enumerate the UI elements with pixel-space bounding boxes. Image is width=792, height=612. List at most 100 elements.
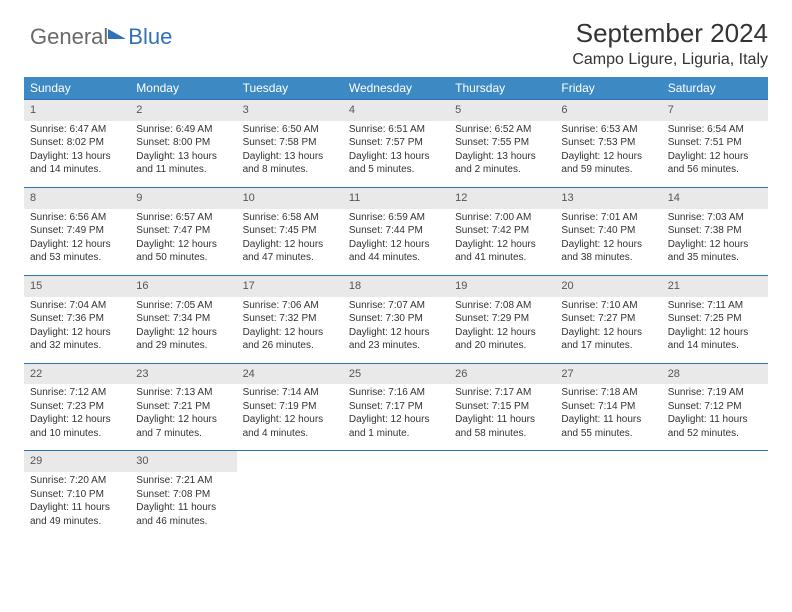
day-number: 5: [449, 100, 555, 121]
day-number: 8: [24, 188, 130, 209]
calendar-row: 8Sunrise: 6:56 AMSunset: 7:49 PMDaylight…: [24, 187, 768, 275]
weekday-tuesday: Tuesday: [237, 77, 343, 100]
calendar-cell: 22Sunrise: 7:12 AMSunset: 7:23 PMDayligh…: [24, 363, 130, 451]
sunrise-line: Sunrise: 7:06 AM: [243, 299, 337, 313]
day-number: 13: [555, 188, 661, 209]
logo: General Blue: [24, 18, 172, 50]
day-number: 20: [555, 276, 661, 297]
day-details: Sunrise: 6:51 AMSunset: 7:57 PMDaylight:…: [343, 121, 449, 187]
weekday-header-row: Sunday Monday Tuesday Wednesday Thursday…: [24, 77, 768, 100]
sunrise-line: Sunrise: 7:13 AM: [136, 386, 230, 400]
day-number: 18: [343, 276, 449, 297]
sunset-line: Sunset: 7:12 PM: [668, 400, 762, 414]
day-details: Sunrise: 6:57 AMSunset: 7:47 PMDaylight:…: [130, 209, 236, 275]
calendar-cell: 12Sunrise: 7:00 AMSunset: 7:42 PMDayligh…: [449, 187, 555, 275]
daylight-line: Daylight: 12 hours and 35 minutes.: [668, 238, 762, 265]
day-details: Sunrise: 7:07 AMSunset: 7:30 PMDaylight:…: [343, 297, 449, 363]
sunset-line: Sunset: 7:57 PM: [349, 136, 443, 150]
sunrise-line: Sunrise: 6:59 AM: [349, 211, 443, 225]
sunset-line: Sunset: 7:40 PM: [561, 224, 655, 238]
day-number: 10: [237, 188, 343, 209]
sunset-line: Sunset: 7:58 PM: [243, 136, 337, 150]
logo-text-general: General: [30, 24, 108, 50]
sunrise-line: Sunrise: 7:01 AM: [561, 211, 655, 225]
calendar-cell: 9Sunrise: 6:57 AMSunset: 7:47 PMDaylight…: [130, 187, 236, 275]
sunrise-line: Sunrise: 7:05 AM: [136, 299, 230, 313]
logo-text-blue: Blue: [128, 24, 172, 50]
day-details: Sunrise: 6:59 AMSunset: 7:44 PMDaylight:…: [343, 209, 449, 275]
sunrise-line: Sunrise: 7:11 AM: [668, 299, 762, 313]
day-number: 26: [449, 364, 555, 385]
calendar-cell: 5Sunrise: 6:52 AMSunset: 7:55 PMDaylight…: [449, 100, 555, 188]
day-details: Sunrise: 6:49 AMSunset: 8:00 PMDaylight:…: [130, 121, 236, 187]
sunset-line: Sunset: 7:08 PM: [136, 488, 230, 502]
calendar-cell: ..: [237, 451, 343, 538]
calendar-cell: 19Sunrise: 7:08 AMSunset: 7:29 PMDayligh…: [449, 275, 555, 363]
calendar-cell: 8Sunrise: 6:56 AMSunset: 7:49 PMDaylight…: [24, 187, 130, 275]
daylight-line: Daylight: 12 hours and 10 minutes.: [30, 413, 124, 440]
daylight-line: Daylight: 12 hours and 53 minutes.: [30, 238, 124, 265]
daylight-line: Daylight: 12 hours and 29 minutes.: [136, 326, 230, 353]
weekday-sunday: Sunday: [24, 77, 130, 100]
calendar-body: 1Sunrise: 6:47 AMSunset: 8:02 PMDaylight…: [24, 100, 768, 539]
weekday-saturday: Saturday: [662, 77, 768, 100]
calendar-cell: 4Sunrise: 6:51 AMSunset: 7:57 PMDaylight…: [343, 100, 449, 188]
sunset-line: Sunset: 8:02 PM: [30, 136, 124, 150]
sunrise-line: Sunrise: 6:56 AM: [30, 211, 124, 225]
calendar-cell: ..: [662, 451, 768, 538]
day-details: Sunrise: 6:50 AMSunset: 7:58 PMDaylight:…: [237, 121, 343, 187]
day-number: 16: [130, 276, 236, 297]
day-details: Sunrise: 7:13 AMSunset: 7:21 PMDaylight:…: [130, 384, 236, 450]
day-details: Sunrise: 7:08 AMSunset: 7:29 PMDaylight:…: [449, 297, 555, 363]
sunset-line: Sunset: 7:23 PM: [30, 400, 124, 414]
calendar-cell: 23Sunrise: 7:13 AMSunset: 7:21 PMDayligh…: [130, 363, 236, 451]
day-details: Sunrise: 6:54 AMSunset: 7:51 PMDaylight:…: [662, 121, 768, 187]
day-number: 9: [130, 188, 236, 209]
sunset-line: Sunset: 7:10 PM: [30, 488, 124, 502]
sunrise-line: Sunrise: 7:20 AM: [30, 474, 124, 488]
day-number: 30: [130, 451, 236, 472]
day-number: 1: [24, 100, 130, 121]
daylight-line: Daylight: 12 hours and 44 minutes.: [349, 238, 443, 265]
sunset-line: Sunset: 8:00 PM: [136, 136, 230, 150]
sunset-line: Sunset: 7:29 PM: [455, 312, 549, 326]
sunset-line: Sunset: 7:32 PM: [243, 312, 337, 326]
day-number: 29: [24, 451, 130, 472]
calendar-cell: 29Sunrise: 7:20 AMSunset: 7:10 PMDayligh…: [24, 451, 130, 538]
daylight-line: Daylight: 12 hours and 50 minutes.: [136, 238, 230, 265]
calendar-cell: 17Sunrise: 7:06 AMSunset: 7:32 PMDayligh…: [237, 275, 343, 363]
calendar-cell: 30Sunrise: 7:21 AMSunset: 7:08 PMDayligh…: [130, 451, 236, 538]
day-number: 11: [343, 188, 449, 209]
daylight-line: Daylight: 11 hours and 52 minutes.: [668, 413, 762, 440]
sunrise-line: Sunrise: 7:19 AM: [668, 386, 762, 400]
day-details: Sunrise: 7:17 AMSunset: 7:15 PMDaylight:…: [449, 384, 555, 450]
calendar-cell: 3Sunrise: 6:50 AMSunset: 7:58 PMDaylight…: [237, 100, 343, 188]
day-number: 3: [237, 100, 343, 121]
sunrise-line: Sunrise: 7:08 AM: [455, 299, 549, 313]
sunrise-line: Sunrise: 6:51 AM: [349, 123, 443, 137]
sunset-line: Sunset: 7:45 PM: [243, 224, 337, 238]
sunset-line: Sunset: 7:38 PM: [668, 224, 762, 238]
day-details: Sunrise: 7:12 AMSunset: 7:23 PMDaylight:…: [24, 384, 130, 450]
day-details: Sunrise: 7:14 AMSunset: 7:19 PMDaylight:…: [237, 384, 343, 450]
day-number: 23: [130, 364, 236, 385]
sunrise-line: Sunrise: 7:04 AM: [30, 299, 124, 313]
sunset-line: Sunset: 7:27 PM: [561, 312, 655, 326]
calendar-cell: 10Sunrise: 6:58 AMSunset: 7:45 PMDayligh…: [237, 187, 343, 275]
sunset-line: Sunset: 7:36 PM: [30, 312, 124, 326]
daylight-line: Daylight: 12 hours and 7 minutes.: [136, 413, 230, 440]
day-number: 21: [662, 276, 768, 297]
calendar-table: Sunday Monday Tuesday Wednesday Thursday…: [24, 77, 768, 538]
calendar-cell: 1Sunrise: 6:47 AMSunset: 8:02 PMDaylight…: [24, 100, 130, 188]
sunset-line: Sunset: 7:21 PM: [136, 400, 230, 414]
day-details: Sunrise: 7:20 AMSunset: 7:10 PMDaylight:…: [24, 472, 130, 538]
day-number: 28: [662, 364, 768, 385]
calendar-cell: 21Sunrise: 7:11 AMSunset: 7:25 PMDayligh…: [662, 275, 768, 363]
daylight-line: Daylight: 12 hours and 1 minute.: [349, 413, 443, 440]
calendar-row: 15Sunrise: 7:04 AMSunset: 7:36 PMDayligh…: [24, 275, 768, 363]
daylight-line: Daylight: 12 hours and 14 minutes.: [668, 326, 762, 353]
daylight-line: Daylight: 11 hours and 55 minutes.: [561, 413, 655, 440]
day-details: Sunrise: 6:56 AMSunset: 7:49 PMDaylight:…: [24, 209, 130, 275]
daylight-line: Daylight: 13 hours and 8 minutes.: [243, 150, 337, 177]
sunrise-line: Sunrise: 7:14 AM: [243, 386, 337, 400]
